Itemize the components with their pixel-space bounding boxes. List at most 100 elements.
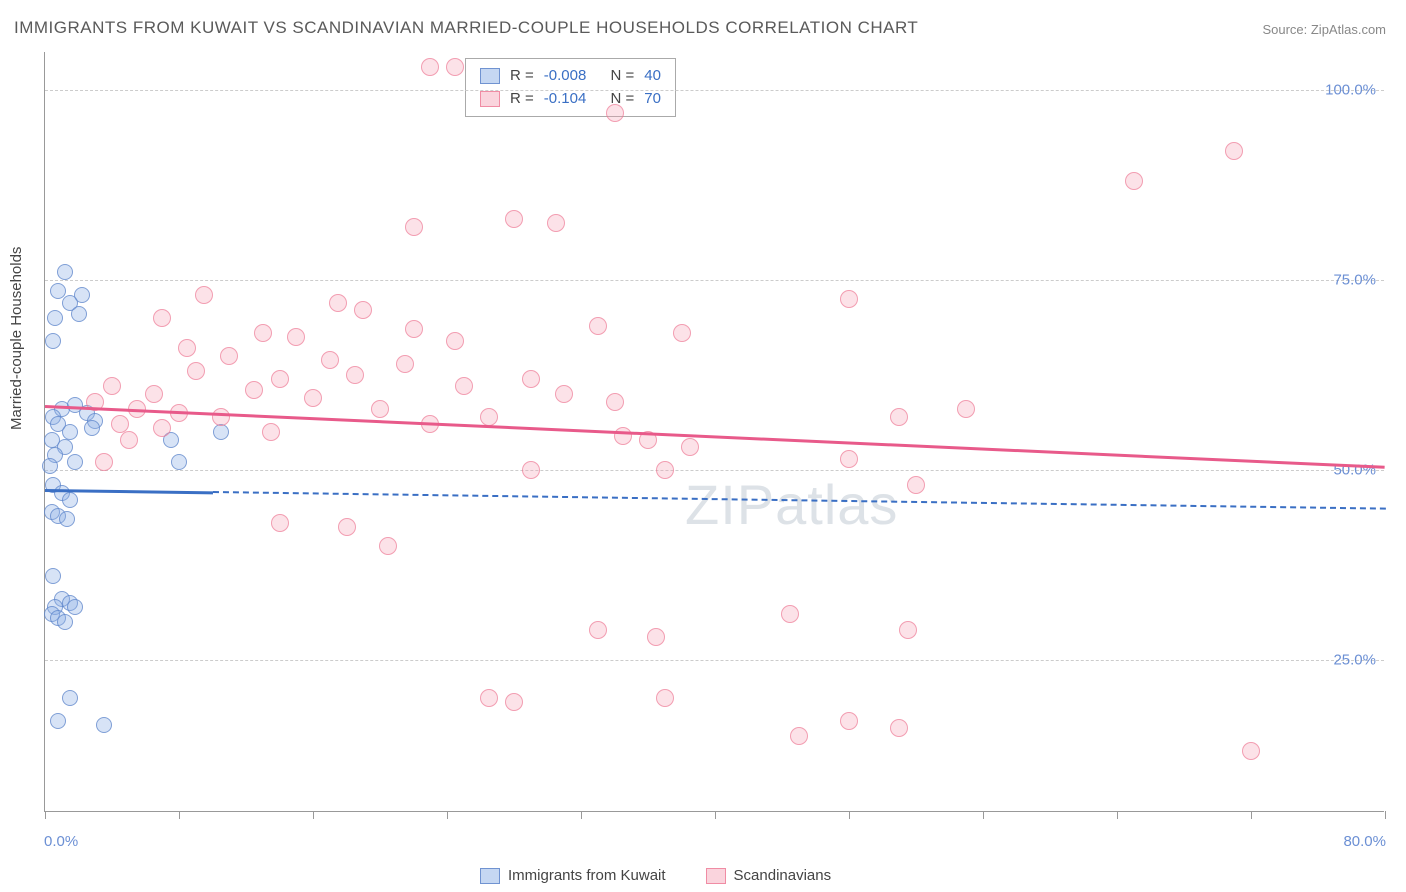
point-scandinavian <box>321 351 339 369</box>
point-kuwait <box>71 306 87 322</box>
point-scandinavian <box>840 712 858 730</box>
gridline-h <box>45 470 1384 471</box>
point-scandinavian <box>505 210 523 228</box>
swatch-blue-icon <box>480 68 500 84</box>
point-scandinavian <box>153 309 171 327</box>
x-tick <box>1117 811 1118 819</box>
point-kuwait <box>59 511 75 527</box>
point-kuwait <box>57 264 73 280</box>
trendline-scandinavian <box>45 405 1385 468</box>
y-tick-label: 25.0% <box>1333 652 1376 669</box>
x-tick <box>1385 811 1386 819</box>
point-scandinavian <box>329 294 347 312</box>
y-tick-label: 75.0% <box>1333 272 1376 289</box>
point-scandinavian <box>405 320 423 338</box>
point-scandinavian <box>178 339 196 357</box>
point-scandinavian <box>304 389 322 407</box>
point-scandinavian <box>907 476 925 494</box>
y-tick-label: 100.0% <box>1325 82 1376 99</box>
point-kuwait <box>62 492 78 508</box>
legend-label: Scandinavians <box>734 867 832 884</box>
point-scandinavian <box>220 347 238 365</box>
point-scandinavian <box>606 393 624 411</box>
point-scandinavian <box>1125 172 1143 190</box>
x-tick <box>179 811 180 819</box>
point-scandinavian <box>480 408 498 426</box>
point-scandinavian <box>103 377 121 395</box>
x-tick <box>447 811 448 819</box>
point-scandinavian <box>338 518 356 536</box>
point-scandinavian <box>547 214 565 232</box>
point-scandinavian <box>890 408 908 426</box>
point-scandinavian <box>271 514 289 532</box>
point-scandinavian <box>346 366 364 384</box>
point-kuwait <box>67 599 83 615</box>
point-scandinavian <box>647 628 665 646</box>
point-kuwait <box>62 690 78 706</box>
point-scandinavian <box>245 381 263 399</box>
x-tick-label: 80.0% <box>1343 833 1386 850</box>
legend-row-kuwait: R = -0.008 N = 40 <box>480 65 661 88</box>
point-scandinavian <box>195 286 213 304</box>
point-scandinavian <box>212 408 230 426</box>
x-tick-label: 0.0% <box>44 833 78 850</box>
point-kuwait <box>45 568 61 584</box>
point-scandinavian <box>446 332 464 350</box>
point-scandinavian <box>555 385 573 403</box>
legend-item-scandinavian: Scandinavians <box>706 867 832 884</box>
point-scandinavian <box>254 324 272 342</box>
series-legend: Immigrants from Kuwait Scandinavians <box>480 867 831 884</box>
x-tick <box>313 811 314 819</box>
point-scandinavian <box>522 461 540 479</box>
point-scandinavian <box>455 377 473 395</box>
point-scandinavian <box>899 621 917 639</box>
point-scandinavian <box>606 104 624 122</box>
point-scandinavian <box>505 693 523 711</box>
point-scandinavian <box>957 400 975 418</box>
x-tick <box>45 811 46 819</box>
x-tick <box>715 811 716 819</box>
point-scandinavian <box>287 328 305 346</box>
point-scandinavian <box>1225 142 1243 160</box>
point-scandinavian <box>187 362 205 380</box>
point-kuwait <box>96 717 112 733</box>
trendline-kuwait-dashed <box>212 491 1385 510</box>
point-scandinavian <box>522 370 540 388</box>
point-scandinavian <box>446 58 464 76</box>
point-scandinavian <box>589 317 607 335</box>
x-tick <box>1251 811 1252 819</box>
point-kuwait <box>50 713 66 729</box>
point-scandinavian <box>262 423 280 441</box>
source-attribution: Source: ZipAtlas.com <box>1262 22 1386 37</box>
chart-title: IMMIGRANTS FROM KUWAIT VS SCANDINAVIAN M… <box>14 18 918 38</box>
point-kuwait <box>62 424 78 440</box>
point-scandinavian <box>890 719 908 737</box>
point-scandinavian <box>790 727 808 745</box>
gridline-h <box>45 280 1384 281</box>
swatch-pink-icon <box>706 868 726 884</box>
point-scandinavian <box>840 450 858 468</box>
legend-item-kuwait: Immigrants from Kuwait <box>480 867 666 884</box>
scatter-chart: R = -0.008 N = 40 R = -0.104 N = 70 ZIPa… <box>44 52 1384 812</box>
swatch-blue-icon <box>480 868 500 884</box>
watermark: ZIPatlas <box>685 472 898 537</box>
point-kuwait <box>67 454 83 470</box>
point-scandinavian <box>354 301 372 319</box>
point-scandinavian <box>153 419 171 437</box>
x-tick <box>849 811 850 819</box>
x-tick <box>581 811 582 819</box>
x-tick <box>983 811 984 819</box>
point-scandinavian <box>95 453 113 471</box>
swatch-pink-icon <box>480 91 500 107</box>
point-scandinavian <box>396 355 414 373</box>
point-scandinavian <box>405 218 423 236</box>
point-scandinavian <box>421 58 439 76</box>
point-kuwait <box>213 424 229 440</box>
legend-label: Immigrants from Kuwait <box>508 867 666 884</box>
point-scandinavian <box>371 400 389 418</box>
point-kuwait <box>42 458 58 474</box>
point-kuwait <box>47 310 63 326</box>
point-scandinavian <box>120 431 138 449</box>
n-label: N = <box>610 65 634 88</box>
y-axis-title: Married-couple Households <box>8 247 25 430</box>
